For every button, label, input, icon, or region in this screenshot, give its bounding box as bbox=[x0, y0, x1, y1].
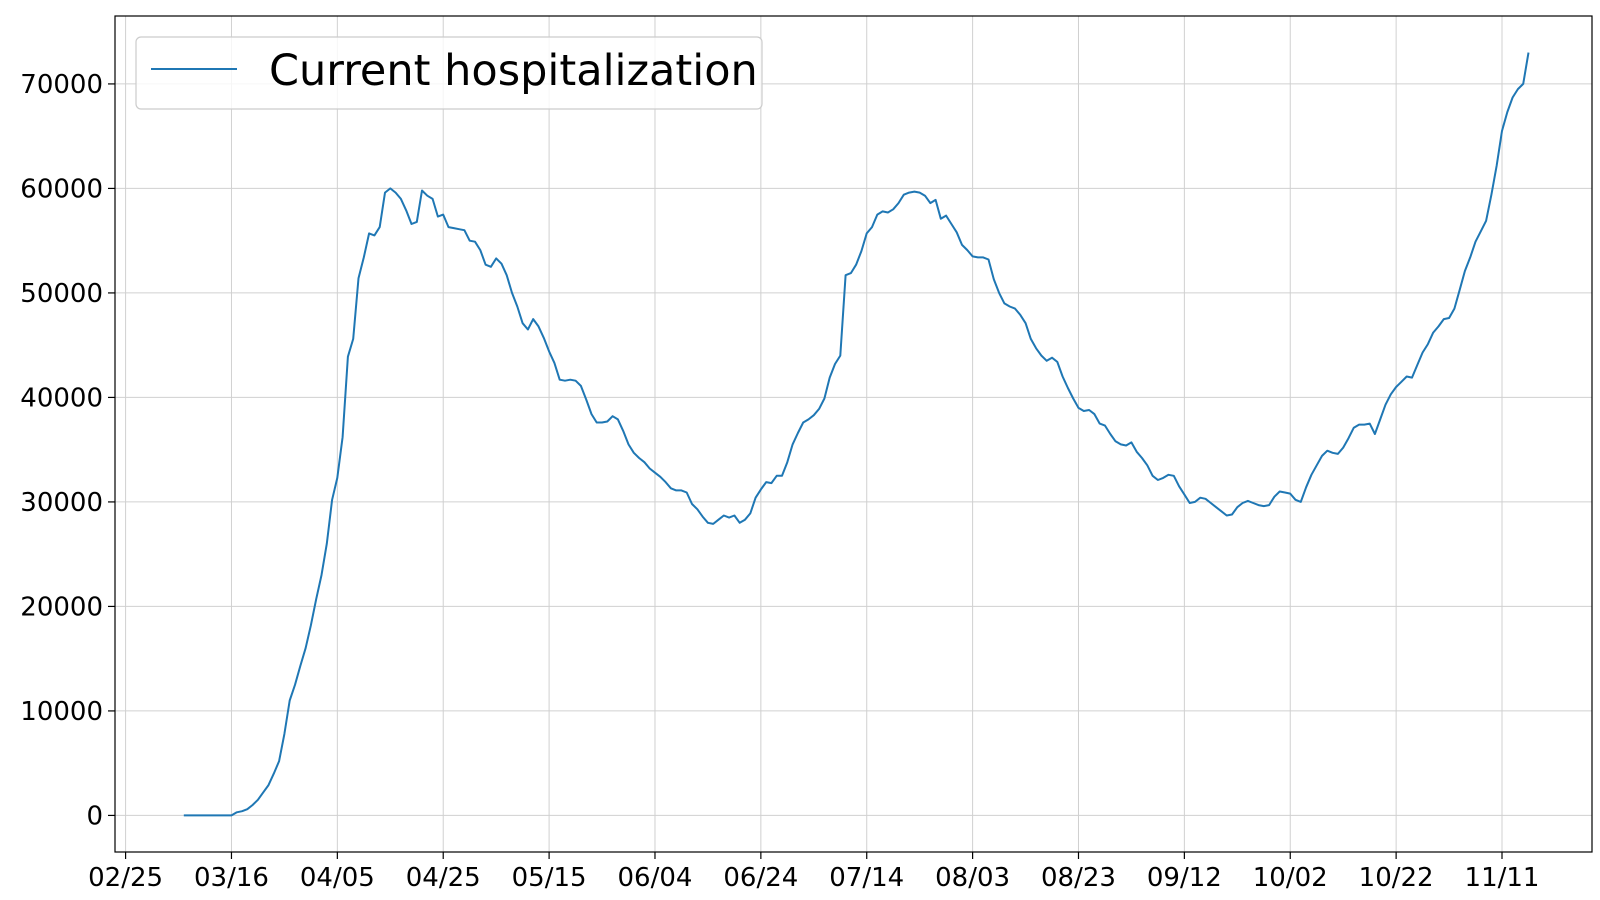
series-line-0 bbox=[183, 52, 1530, 817]
legend-label: Current hospitalization bbox=[269, 46, 758, 96]
x-tick-label: 07/14 bbox=[829, 863, 904, 893]
legend-box bbox=[135, 36, 763, 110]
x-tick-label: 09/12 bbox=[1147, 863, 1222, 893]
x-tick-label: 05/15 bbox=[512, 863, 587, 893]
x-tick-label: 08/03 bbox=[935, 863, 1010, 893]
y-tick-label: 20000 bbox=[20, 592, 103, 622]
x-tick-label: 04/25 bbox=[406, 863, 481, 893]
plot-frame bbox=[114, 15, 1593, 853]
series-layer bbox=[183, 52, 1530, 817]
x-tick-label: 04/05 bbox=[300, 863, 375, 893]
grid bbox=[115, 16, 1592, 852]
x-tick-label: 10/22 bbox=[1359, 863, 1434, 893]
legend: Current hospitalization bbox=[135, 36, 763, 110]
x-tick-label: 10/02 bbox=[1253, 863, 1328, 893]
x-tick-label: 11/11 bbox=[1465, 863, 1540, 893]
y-tick-label: 10000 bbox=[20, 697, 103, 727]
y-tick-label: 40000 bbox=[20, 383, 103, 413]
y-tick-label: 50000 bbox=[20, 279, 103, 309]
x-tick-label: 08/23 bbox=[1041, 863, 1116, 893]
x-tick-label: 02/25 bbox=[88, 863, 163, 893]
y-tick-label: 60000 bbox=[20, 174, 103, 204]
y-tick-label: 70000 bbox=[20, 70, 103, 100]
x-tick-label: 03/16 bbox=[194, 863, 269, 893]
y-axis: 0 10000 20000 30000 40000 50000 60000 70000 bbox=[20, 70, 115, 831]
y-tick-label: 30000 bbox=[20, 488, 103, 518]
x-tick-label: 06/24 bbox=[723, 863, 798, 893]
x-tick-label: 06/04 bbox=[618, 863, 693, 893]
x-axis: 02/25 03/16 04/05 04/25 05/15 06/04 06/24 07/14… bbox=[88, 852, 1539, 893]
y-tick-label: 0 bbox=[86, 801, 103, 831]
